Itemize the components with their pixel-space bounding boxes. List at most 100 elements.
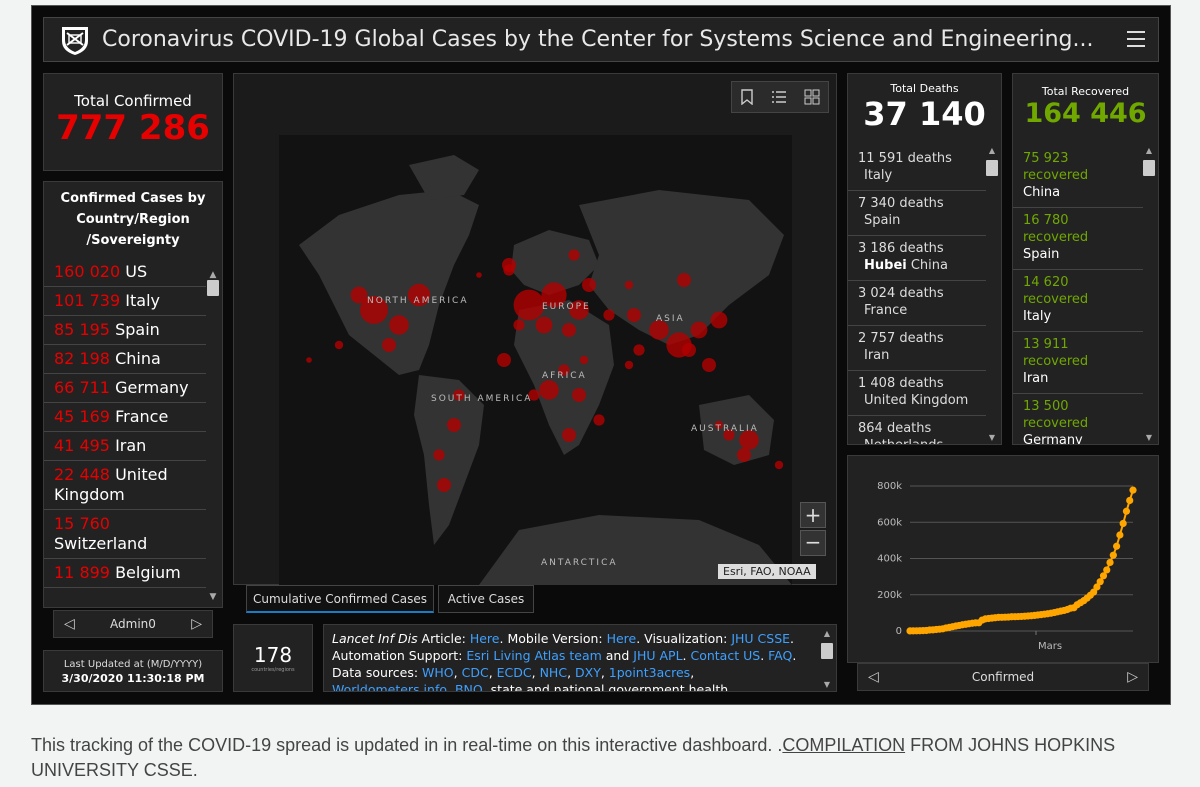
recovered-list-item[interactable]: 13 500 recovered Germany (1013, 394, 1143, 444)
case-bubble[interactable] (407, 283, 431, 307)
case-bubble[interactable] (334, 340, 344, 350)
case-bubble[interactable] (535, 316, 553, 334)
scroll-up-icon[interactable]: ▲ (988, 146, 996, 155)
scrollbar-track[interactable]: ▲ ▼ (207, 270, 219, 602)
case-bubble[interactable] (579, 355, 589, 365)
cdc-link[interactable]: CDC (461, 665, 489, 680)
who-link[interactable]: WHO (422, 665, 454, 680)
case-bubble[interactable] (774, 460, 784, 470)
confirmed-list-item[interactable]: 101 739 Italy (44, 287, 206, 316)
map-panel[interactable]: NORTH AMERICA EUROPE ASIA AFRICA SOUTH A… (233, 73, 837, 585)
scrollbar-thumb[interactable] (821, 643, 833, 659)
jhu-apl-link[interactable]: JHU APL (633, 648, 683, 663)
recovered-list-item[interactable]: 75 923 recovered China (1013, 146, 1143, 208)
scroll-down-icon[interactable]: ▼ (988, 433, 996, 442)
case-bubble[interactable] (714, 420, 724, 430)
case-bubble[interactable] (389, 315, 409, 335)
case-bubble[interactable] (624, 280, 634, 290)
case-bubble[interactable] (447, 418, 461, 432)
case-bubble[interactable] (582, 278, 596, 292)
case-bubble[interactable] (677, 273, 691, 287)
deaths-list-item[interactable]: 7 340 deaths Spain (848, 191, 986, 236)
prev-arrow-icon[interactable]: ◁ (64, 616, 75, 632)
case-bubble[interactable] (603, 309, 615, 321)
case-bubble[interactable] (558, 364, 570, 376)
case-bubble[interactable] (528, 389, 540, 401)
case-bubble[interactable] (541, 282, 567, 308)
jhu-csse-link[interactable]: JHU CSSE (731, 631, 791, 646)
case-bubble[interactable] (360, 296, 388, 324)
case-bubble[interactable] (539, 380, 559, 400)
case-bubble[interactable] (476, 272, 482, 278)
ecdc-link[interactable]: ECDC (496, 665, 532, 680)
info-scrollbar[interactable]: ▲ ▼ (821, 629, 833, 689)
zoom-in-button[interactable]: + (800, 502, 826, 528)
confirmed-list-item[interactable]: 45 169 France (44, 403, 206, 432)
legend-list-icon[interactable] (771, 89, 787, 105)
mobile-version-link[interactable]: Here (606, 631, 637, 646)
case-bubble[interactable] (437, 478, 451, 492)
case-bubble[interactable] (739, 430, 759, 450)
case-bubble[interactable] (562, 428, 576, 442)
deaths-list-item[interactable]: 2 757 deaths Iran (848, 326, 986, 371)
case-bubble[interactable] (433, 449, 445, 461)
confirmed-list-item[interactable]: 82 198 China (44, 345, 206, 374)
deaths-list-item[interactable]: 1 408 deaths United Kingdom (848, 371, 986, 416)
scroll-down-icon[interactable]: ▼ (1145, 433, 1153, 442)
nhc-link[interactable]: NHC (539, 665, 568, 680)
case-bubble[interactable] (723, 429, 735, 441)
deaths-list-item[interactable]: 3 024 deaths France (848, 281, 986, 326)
scroll-down-icon[interactable]: ▼ (209, 592, 217, 602)
case-bubble[interactable] (513, 289, 545, 321)
recovered-list-item[interactable]: 16 780 recovered Spain (1013, 208, 1143, 270)
dxy-link[interactable]: DXY (575, 665, 601, 680)
recovered-scrollbar[interactable]: ▲ ▼ (1143, 146, 1155, 442)
deaths-list[interactable]: 11 591 deaths Italy 7 340 deaths Spain 3 186… (848, 146, 986, 444)
case-bubble[interactable] (627, 308, 641, 322)
confirmed-list-item[interactable]: 160 020 US (44, 258, 206, 287)
case-bubble[interactable] (562, 323, 576, 337)
case-bubble[interactable] (649, 320, 669, 340)
case-bubble[interactable] (306, 357, 312, 363)
case-bubble[interactable] (682, 343, 696, 357)
bno-link[interactable]: BNO (454, 682, 483, 692)
scroll-up-icon[interactable]: ▲ (1145, 146, 1153, 155)
case-bubble[interactable] (690, 321, 708, 339)
compilation-link[interactable]: COMPILATION (782, 735, 906, 755)
confirmed-list-item[interactable]: 11 899 Belgium (44, 559, 206, 588)
worldometers-link[interactable]: Worldometers.info (332, 682, 447, 692)
scroll-up-icon[interactable]: ▲ (209, 270, 217, 280)
case-bubble[interactable] (350, 286, 368, 304)
recovered-list-item[interactable]: 14 620 recovered Italy (1013, 270, 1143, 332)
case-bubble[interactable] (502, 258, 516, 272)
prev-arrow-icon[interactable]: ◁ (868, 669, 879, 685)
confirmed-list[interactable]: 160 020 US 101 739 Italy 85 195 Spain 82 19… (44, 258, 206, 607)
case-bubble[interactable] (710, 311, 728, 329)
basemap-gallery-icon[interactable] (804, 89, 820, 105)
confirmed-list-item[interactable]: 85 195 Spain (44, 316, 206, 345)
scrollbar-thumb[interactable] (986, 160, 998, 176)
case-bubble[interactable] (569, 300, 589, 320)
case-bubble[interactable] (497, 353, 511, 367)
confirmed-list-item[interactable]: 22 448 United Kingdom (44, 461, 206, 510)
case-bubble[interactable] (624, 360, 634, 370)
case-bubble[interactable] (568, 249, 580, 261)
deaths-list-item[interactable]: 11 591 deaths Italy (848, 146, 986, 191)
case-bubble[interactable] (633, 344, 645, 356)
deaths-scrollbar[interactable]: ▲ ▼ (986, 146, 998, 442)
tab-active-cases[interactable]: Active Cases (438, 585, 534, 613)
confirmed-list-item[interactable]: 66 711 Germany (44, 374, 206, 403)
zoom-out-button[interactable]: − (800, 530, 826, 556)
scrollbar-thumb[interactable] (1143, 160, 1155, 176)
hamburger-menu-icon[interactable] (1126, 29, 1146, 49)
case-bubble[interactable] (453, 389, 465, 401)
deaths-list-item[interactable]: 864 deaths Netherlands (848, 416, 986, 444)
scrollbar-thumb[interactable] (207, 280, 219, 296)
article-link[interactable]: Here (469, 631, 500, 646)
recovered-list[interactable]: 75 923 recovered China 16 780 recovered Spain… (1013, 146, 1143, 444)
scroll-down-icon[interactable]: ▼ (823, 680, 831, 689)
world-map[interactable]: NORTH AMERICA EUROPE ASIA AFRICA SOUTH A… (279, 135, 792, 585)
case-bubble[interactable] (593, 414, 605, 426)
bookmark-icon[interactable] (740, 89, 754, 105)
case-bubble[interactable] (572, 388, 586, 402)
